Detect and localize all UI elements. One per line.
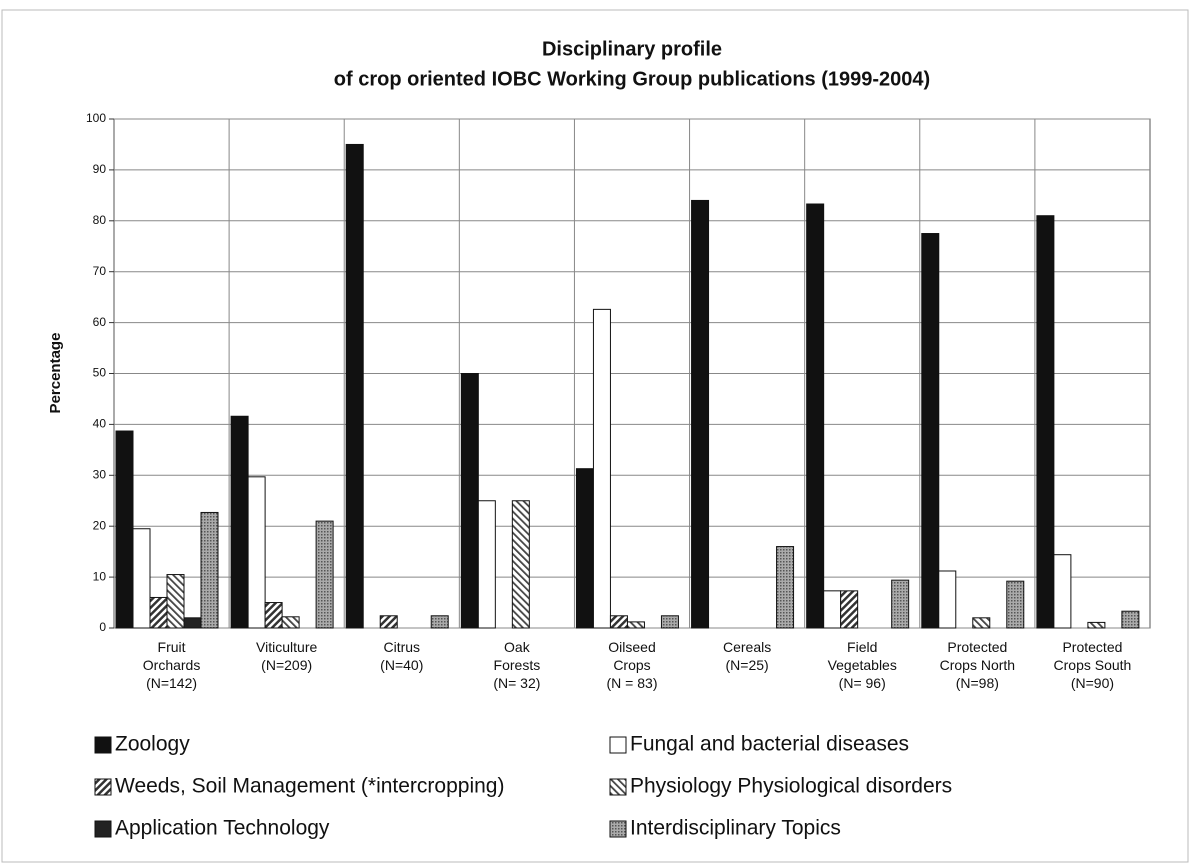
- x-tick-label: Cereals (N=25): [723, 639, 771, 673]
- y-tick-label: 50: [93, 366, 107, 380]
- bar: [247, 476, 266, 629]
- legend-label: Interdisciplinary Topics: [630, 817, 841, 840]
- bar: [592, 308, 611, 629]
- y-tick-label: 20: [93, 518, 107, 532]
- bar: [200, 511, 219, 629]
- legend-label: Physiology Physiological disorders: [630, 775, 952, 798]
- x-tick-label: Citrus (N=40): [380, 639, 423, 673]
- y-tick-label: 100: [86, 111, 106, 125]
- x-tick-label: Fruit Orchards (N=142): [143, 639, 201, 691]
- legend-swatch: [94, 736, 112, 754]
- bar: [921, 233, 940, 629]
- bar: [315, 520, 334, 629]
- bar: [972, 617, 991, 629]
- bar: [115, 430, 134, 629]
- bar: [1087, 621, 1106, 629]
- chart-title: Disciplinary profile: [542, 38, 722, 60]
- legend-label: Zoology: [115, 733, 190, 756]
- y-axis-label: Percentage: [47, 333, 64, 414]
- legend-label: Fungal and bacterial diseases: [630, 733, 909, 756]
- chart-subtitle: of crop oriented IOBC Working Group publ…: [334, 68, 930, 90]
- y-tick-label: 90: [93, 162, 107, 176]
- x-tick-label: Protected Crops North (N=98): [940, 639, 1015, 691]
- y-tick-label: 70: [93, 264, 107, 278]
- frame: [1, 9, 1189, 863]
- bar: [609, 615, 628, 629]
- bar: [691, 199, 710, 629]
- bar: [230, 415, 249, 629]
- x-tick-label: Oilseed Crops (N = 83): [607, 639, 658, 691]
- bar: [477, 500, 496, 629]
- bar: [460, 373, 479, 629]
- bar: [281, 616, 300, 629]
- bar: [1121, 610, 1140, 629]
- y-tick-label: 80: [93, 213, 107, 227]
- legend-swatch: [609, 820, 627, 838]
- bar: [823, 590, 842, 629]
- legend-swatch: [94, 778, 112, 796]
- legend-label: Application Technology: [115, 817, 330, 840]
- bar: [575, 468, 594, 629]
- x-tick-label: Protected Crops South (N=90): [1054, 639, 1132, 691]
- bar: [1036, 215, 1055, 629]
- legend-swatch: [94, 820, 112, 838]
- y-tick-label: 10: [93, 569, 107, 583]
- bar: [1053, 554, 1072, 629]
- bar: [891, 579, 910, 629]
- bar: [132, 528, 151, 629]
- y-tick-label: 0: [99, 620, 106, 634]
- bar: [660, 615, 679, 629]
- bar: [626, 621, 645, 629]
- bar: [511, 500, 530, 629]
- legend-swatch: [609, 778, 627, 796]
- bar: [1006, 580, 1025, 629]
- bar: [806, 203, 825, 629]
- bar: [264, 602, 283, 629]
- bar: [149, 596, 168, 629]
- x-tick-label: Field Vegetables (N= 96): [828, 639, 897, 691]
- y-tick-label: 40: [93, 417, 107, 431]
- y-tick-label: 60: [93, 315, 107, 329]
- bar: [379, 615, 398, 629]
- bar: [938, 570, 957, 629]
- bar: [430, 615, 449, 629]
- bar: [840, 590, 859, 629]
- x-tick-label: Viticulture (N=209): [256, 639, 317, 673]
- y-tick-label: 30: [93, 467, 107, 481]
- bar: [166, 574, 185, 629]
- bar: [183, 617, 202, 629]
- bar: [345, 143, 364, 629]
- bar: [776, 546, 795, 629]
- x-tick-label: Oak Forests (N= 32): [493, 639, 540, 691]
- legend-swatch: [609, 736, 627, 754]
- legend-label: Weeds, Soil Management (*intercropping): [115, 775, 504, 798]
